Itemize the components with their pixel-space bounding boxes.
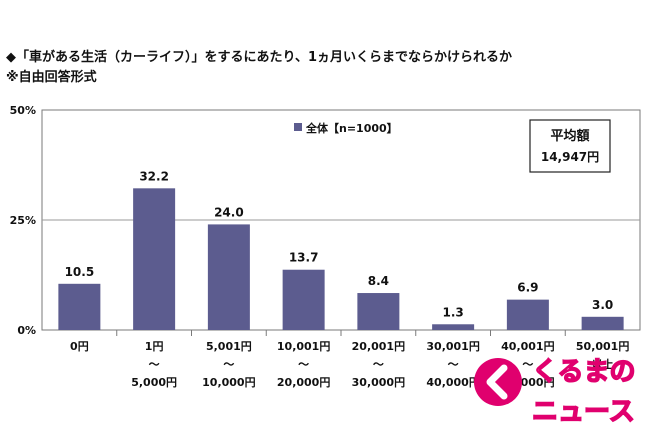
average-callout-box [529,119,611,173]
chart-question-note: ※自由回答形式 [6,70,97,85]
logo-arrow-icon [486,364,508,400]
chart-question-title: ◆「車がある生活（カーライフ）」をするにあたり、1ヵ月いくらまでならかけられるか [6,50,513,65]
bar-value-label: 1.3 [442,305,463,319]
bar-value-label: 24.0 [214,205,244,219]
x-tick-label: ～ [149,358,160,371]
logo-text-top: くるまの [532,357,635,387]
x-tick-label: ～ [298,358,309,371]
x-tick-label: 10,000円 [202,376,255,389]
x-tick-label: 30,000円 [352,376,405,389]
x-tick-label: 0円 [70,340,89,353]
x-tick-label: 20,001円 [352,340,405,353]
x-tick-label: 10,001円 [277,340,330,353]
average-label: 平均額 [550,128,589,144]
x-tick-label: 40,000円 [426,376,479,389]
x-tick-label: 50,001円 [576,340,629,353]
bar-value-label: 8.4 [368,274,389,288]
bar [357,293,400,330]
bar [581,316,624,330]
legend-swatch [294,123,302,131]
bar [432,324,475,330]
x-tick-label: 1円 [145,340,164,353]
x-tick-label: 5,000円 [131,376,177,389]
bar-value-label: 32.2 [139,169,169,183]
bar [133,188,176,330]
bar [506,299,549,330]
x-tick-label: 30,001円 [426,340,479,353]
bar-value-label: 10.5 [65,265,95,279]
y-tick-label: 50% [10,104,36,117]
logo-circle [474,358,522,406]
bar-value-label: 6.9 [517,281,538,295]
bar [207,224,250,330]
bar-value-label: 3.0 [592,298,613,312]
x-tick-label: ～ [448,358,459,371]
y-tick-label: 25% [10,214,36,227]
average-value: 14,947円 [541,150,599,164]
y-tick-label: 0% [17,324,36,337]
bar-value-label: 13.7 [289,251,319,265]
x-tick-label: 40,001円 [501,340,554,353]
x-tick-label: 以上 [592,357,614,371]
x-tick-label: 20,000円 [277,376,330,389]
x-tick-label: 5,001円 [206,340,252,353]
legend-label: 全体【n=1000】 [305,121,398,135]
x-tick-label: ～ [373,358,384,371]
kuruma-news-logo: くるまの ニュース [474,356,636,428]
bar [282,269,325,330]
x-tick-label: ～ [522,358,533,371]
x-tick-label: ～ [223,358,234,371]
logo-text-bottom: ニュース [532,397,635,427]
bar [58,283,101,330]
